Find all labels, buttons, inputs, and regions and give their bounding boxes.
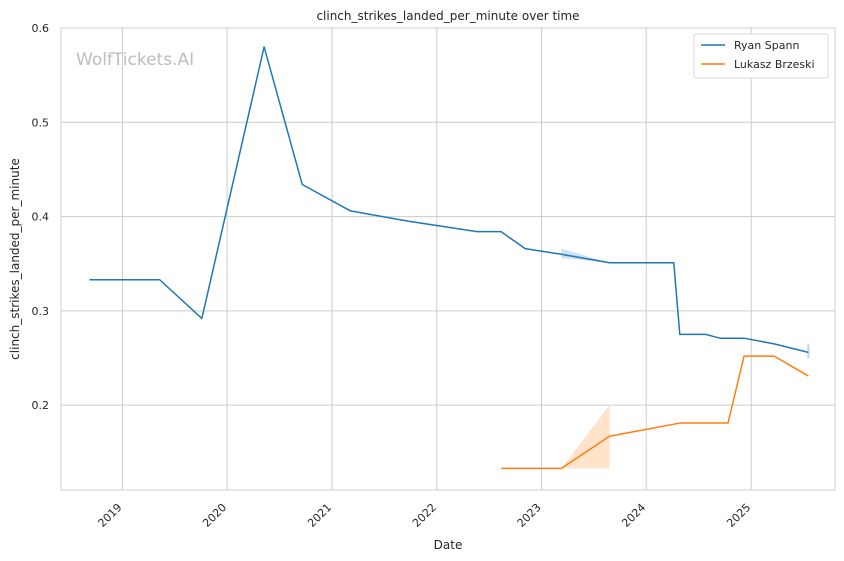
data-point bbox=[349, 209, 352, 212]
data-point bbox=[704, 333, 707, 336]
data-point bbox=[743, 337, 746, 340]
legend-label-ryan-spann: Ryan Spann bbox=[734, 39, 799, 52]
series-line bbox=[501, 355, 809, 470]
data-point bbox=[301, 183, 304, 186]
x-axis-label: Date bbox=[434, 538, 463, 552]
data-point bbox=[726, 422, 729, 425]
legend-box bbox=[693, 33, 829, 79]
y-tick-label: 0.5 bbox=[32, 116, 50, 129]
data-point bbox=[773, 342, 776, 345]
data-point bbox=[672, 261, 675, 264]
data-point bbox=[475, 230, 478, 233]
x-tick-label: 2024 bbox=[619, 501, 648, 530]
series-lines bbox=[88, 45, 810, 470]
data-point bbox=[88, 278, 91, 281]
y-tick-label: 0.3 bbox=[32, 305, 50, 318]
data-point bbox=[678, 422, 681, 425]
plot-frame bbox=[60, 27, 836, 491]
data-point bbox=[608, 261, 611, 264]
y-tick-label: 0.6 bbox=[32, 22, 50, 35]
data-point bbox=[743, 355, 746, 358]
confidence-band bbox=[561, 248, 610, 263]
confidence-bands bbox=[561, 248, 810, 469]
data-point bbox=[263, 45, 266, 48]
data-point bbox=[560, 467, 563, 470]
watermark: WolfTickets.AI bbox=[76, 50, 194, 70]
data-point bbox=[773, 355, 776, 358]
data-point bbox=[807, 374, 810, 377]
x-tick-label: 2023 bbox=[515, 501, 544, 530]
data-point bbox=[200, 317, 203, 320]
data-point bbox=[678, 333, 681, 336]
legend-label-lukasz-brzeski: Lukasz Brzeski bbox=[734, 58, 815, 71]
legend: Ryan Spann Lukasz Brzeski bbox=[693, 33, 829, 79]
x-tick-label: 2020 bbox=[200, 501, 229, 530]
grid bbox=[61, 27, 835, 490]
x-tick-label: 2025 bbox=[724, 501, 753, 530]
y-axis-label: clinch_strikes_landed_per_minute bbox=[8, 158, 22, 360]
data-point bbox=[500, 230, 503, 233]
data-point bbox=[608, 435, 611, 438]
tick-labels: 2019 2020 2021 2022 2023 2024 2025 0.2 0.3 0.4 0.5… bbox=[32, 22, 754, 530]
chart-title: clinch_strikes_landed_per_minute over ti… bbox=[316, 9, 579, 23]
data-point bbox=[524, 247, 527, 250]
data-point bbox=[158, 278, 161, 281]
data-point bbox=[718, 337, 721, 340]
data-point bbox=[500, 467, 503, 470]
series-line bbox=[89, 46, 809, 354]
data-point bbox=[807, 351, 810, 354]
x-tick-label: 2019 bbox=[96, 501, 125, 530]
x-tick-label: 2021 bbox=[305, 501, 334, 530]
data-point bbox=[407, 220, 410, 223]
y-tick-label: 0.4 bbox=[32, 211, 50, 224]
y-tick-label: 0.2 bbox=[32, 399, 50, 412]
confidence-band bbox=[561, 405, 610, 469]
x-tick-label: 2022 bbox=[410, 501, 439, 530]
data-point bbox=[560, 253, 563, 256]
